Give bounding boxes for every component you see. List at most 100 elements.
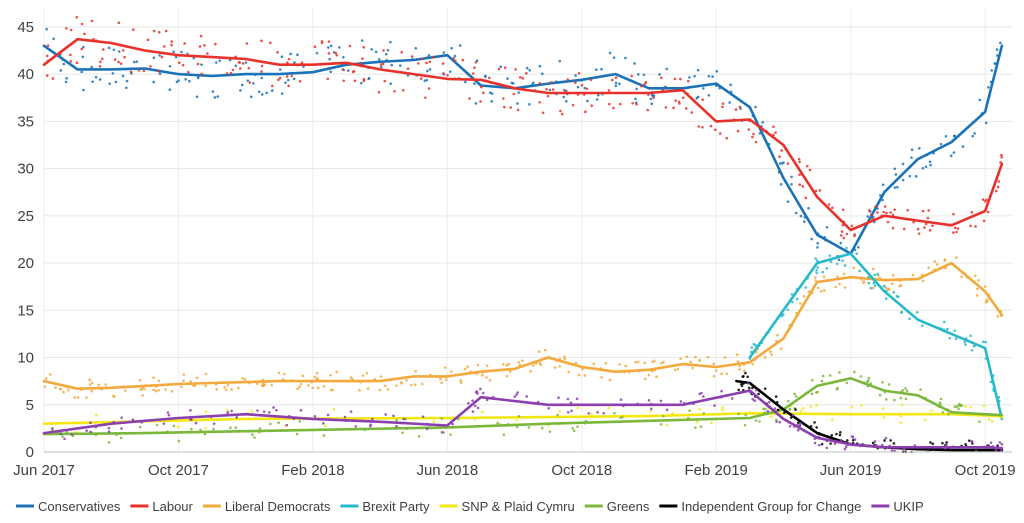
poll-point bbox=[485, 364, 489, 368]
poll-point bbox=[428, 60, 432, 64]
poll-point bbox=[652, 96, 655, 99]
poll-point bbox=[806, 164, 809, 168]
poll-point bbox=[929, 163, 932, 167]
poll-point bbox=[448, 70, 452, 73]
poll-point bbox=[75, 61, 79, 65]
poll-point bbox=[516, 102, 519, 105]
poll-point bbox=[160, 55, 164, 59]
poll-point bbox=[815, 426, 818, 429]
poll-point bbox=[170, 43, 173, 47]
poll-point bbox=[546, 94, 550, 98]
poll-point bbox=[747, 386, 751, 390]
poll-point bbox=[801, 406, 805, 410]
poll-point bbox=[473, 66, 476, 69]
poll-point bbox=[778, 155, 781, 159]
legend: Conservatives Labour Liberal Democrats Brex… bbox=[16, 499, 924, 514]
poll-point bbox=[247, 66, 251, 70]
poll-point bbox=[775, 418, 778, 422]
poll-point bbox=[332, 408, 336, 411]
poll-point bbox=[80, 70, 83, 74]
y-tick-label: 15 bbox=[17, 302, 34, 319]
poll-point bbox=[930, 409, 933, 412]
poll-point bbox=[631, 101, 634, 105]
poll-point bbox=[894, 173, 898, 176]
poll-point bbox=[885, 211, 888, 215]
poll-point bbox=[636, 360, 640, 364]
poll-point bbox=[107, 46, 111, 50]
poll-point bbox=[508, 370, 512, 373]
poll-point bbox=[204, 410, 208, 413]
poll-point bbox=[634, 97, 637, 101]
poll-point bbox=[117, 60, 120, 64]
poll-point bbox=[384, 52, 388, 56]
poll-point bbox=[610, 78, 614, 82]
poll-point bbox=[952, 134, 956, 138]
poll-point bbox=[342, 68, 345, 72]
poll-point bbox=[933, 260, 937, 263]
poll-point bbox=[816, 246, 819, 249]
legend-item: Labour bbox=[130, 499, 194, 514]
poll-point bbox=[572, 429, 576, 433]
poll-point bbox=[957, 407, 960, 411]
poll-point bbox=[918, 147, 921, 150]
poll-point bbox=[135, 60, 139, 63]
poll-point bbox=[718, 132, 722, 135]
poll-point bbox=[152, 29, 156, 33]
poll-point bbox=[712, 362, 716, 366]
poll-point bbox=[998, 441, 1002, 444]
poll-point bbox=[830, 433, 834, 437]
poll-point bbox=[924, 165, 928, 169]
poll-point bbox=[121, 49, 125, 52]
poll-point bbox=[235, 416, 238, 419]
poll-point bbox=[743, 369, 746, 373]
poll-point bbox=[978, 420, 981, 423]
poll-point bbox=[107, 426, 111, 430]
poll-point bbox=[660, 362, 663, 365]
poll-point bbox=[525, 395, 529, 398]
poll-point bbox=[711, 75, 714, 78]
poll-point bbox=[225, 72, 229, 75]
poll-point bbox=[120, 427, 123, 430]
poll-point bbox=[245, 42, 249, 45]
poll-point bbox=[180, 385, 183, 389]
poll-point bbox=[230, 409, 233, 413]
poll-point bbox=[277, 78, 280, 82]
poll-point bbox=[883, 439, 886, 442]
poll-point bbox=[155, 423, 159, 427]
poll-point bbox=[471, 72, 475, 75]
poll-point bbox=[825, 267, 829, 270]
poll-point bbox=[835, 432, 838, 436]
poll-point bbox=[381, 62, 385, 66]
poll-point bbox=[855, 252, 859, 255]
poll-point bbox=[51, 77, 55, 80]
poll-point bbox=[997, 180, 1001, 183]
poll-point bbox=[280, 55, 284, 59]
poll-point bbox=[684, 107, 688, 110]
poll-point bbox=[545, 87, 548, 91]
poll-point bbox=[836, 275, 839, 278]
x-tick-label: Feb 2018 bbox=[281, 462, 344, 479]
poll-point bbox=[569, 401, 573, 405]
poll-point bbox=[515, 393, 518, 396]
poll-point bbox=[83, 32, 86, 36]
y-tick-label: 0 bbox=[26, 444, 34, 461]
poll-point bbox=[361, 374, 365, 377]
poll-point bbox=[192, 56, 196, 60]
poll-point bbox=[786, 308, 790, 312]
poll-point bbox=[213, 96, 217, 99]
poll-point bbox=[780, 149, 784, 152]
poll-point bbox=[473, 82, 476, 85]
poll-point bbox=[112, 394, 115, 398]
poll-point bbox=[514, 68, 517, 71]
poll-point bbox=[754, 140, 758, 144]
poll-point bbox=[1000, 153, 1003, 157]
poll-point bbox=[445, 378, 448, 381]
poll-point bbox=[461, 58, 465, 62]
poll-point bbox=[917, 232, 921, 235]
poll-point bbox=[98, 78, 102, 81]
poll-point bbox=[567, 370, 571, 374]
poll-point bbox=[49, 373, 52, 376]
poll-point bbox=[840, 230, 844, 233]
poll-point bbox=[180, 50, 183, 54]
poll-point bbox=[59, 387, 62, 391]
